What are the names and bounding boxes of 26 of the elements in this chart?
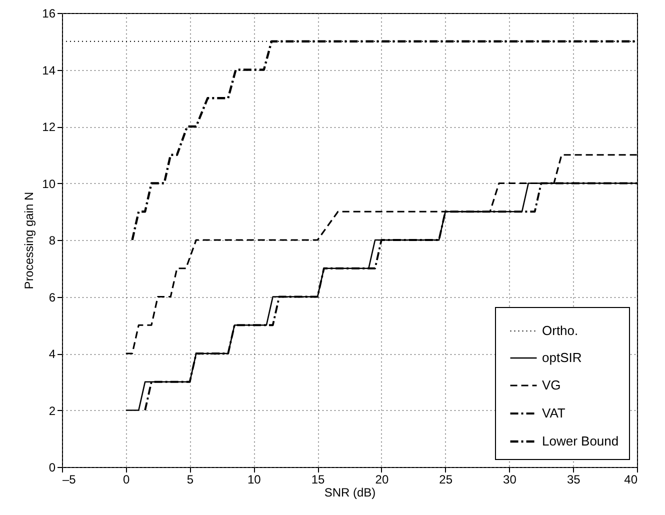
legend-label: VG bbox=[542, 378, 561, 392]
x-tick-label: 0 bbox=[123, 472, 130, 486]
x-tick-label: 20 bbox=[375, 472, 389, 486]
legend-label: VAT bbox=[542, 406, 566, 420]
y-tick-label: 2 bbox=[48, 404, 56, 418]
x-tick-label: –5 bbox=[62, 472, 76, 486]
y-tick-label: 10 bbox=[42, 176, 56, 191]
legend-label: Lower Bound bbox=[542, 434, 619, 448]
y-tick-label: 8 bbox=[48, 234, 56, 248]
y-tick-label: 14 bbox=[42, 63, 56, 78]
x-tick-label: 15 bbox=[311, 472, 326, 486]
y-tick-label: 6 bbox=[48, 290, 56, 304]
x-tick-label: 10 bbox=[247, 472, 262, 486]
y-tick-label: 12 bbox=[42, 120, 56, 134]
legend-label: optSIR bbox=[542, 350, 582, 365]
x-tick-label: 35 bbox=[566, 472, 581, 486]
x-tick-label: 40 bbox=[624, 472, 638, 486]
legend-label: Ortho. bbox=[542, 323, 578, 338]
x-tick-label: 25 bbox=[439, 472, 453, 486]
y-tick-label: 0 bbox=[48, 460, 56, 474]
y-axis-title: Processing gain N bbox=[22, 192, 36, 290]
y-tick-label: 16 bbox=[42, 6, 56, 20]
y-tick-label: 4 bbox=[48, 347, 56, 361]
x-tick-label: 30 bbox=[503, 472, 517, 486]
x-axis-title: SNR (dB) bbox=[324, 486, 376, 500]
x-tick-label: 5 bbox=[186, 472, 194, 486]
